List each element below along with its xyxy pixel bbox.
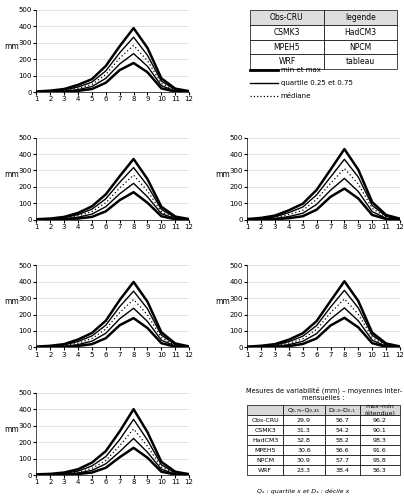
Y-axis label: mm: mm [215, 298, 230, 306]
Text: HadCM3: HadCM3 [344, 28, 376, 36]
FancyBboxPatch shape [250, 10, 324, 25]
Text: Qₓ : quartile x et Dₓ : décile x: Qₓ : quartile x et Dₓ : décile x [257, 488, 349, 494]
Text: Mesures de variabilité (mm) – moyennes inter-
mensuelles :: Mesures de variabilité (mm) – moyennes i… [246, 386, 402, 400]
Text: médiane: médiane [281, 93, 311, 99]
FancyBboxPatch shape [324, 54, 397, 70]
Text: tableau: tableau [345, 58, 375, 66]
Text: CSMK3: CSMK3 [274, 28, 300, 36]
Y-axis label: mm: mm [4, 42, 19, 51]
Text: Obs-CRU: Obs-CRU [270, 13, 304, 22]
FancyBboxPatch shape [250, 54, 324, 70]
Text: WRF: WRF [278, 58, 296, 66]
FancyBboxPatch shape [324, 25, 397, 40]
FancyBboxPatch shape [324, 40, 397, 54]
Text: MPEH5: MPEH5 [274, 42, 300, 51]
FancyBboxPatch shape [324, 10, 397, 25]
FancyBboxPatch shape [250, 25, 324, 40]
Text: min et max: min et max [281, 66, 321, 72]
Y-axis label: mm: mm [4, 425, 19, 434]
FancyBboxPatch shape [250, 40, 324, 54]
Y-axis label: mm: mm [215, 170, 230, 178]
Y-axis label: mm: mm [4, 170, 19, 178]
Y-axis label: mm: mm [4, 298, 19, 306]
Text: NPCM: NPCM [349, 42, 371, 51]
Text: quartile 0.25 et 0.75: quartile 0.25 et 0.75 [281, 80, 353, 86]
Text: legende: legende [345, 13, 376, 22]
